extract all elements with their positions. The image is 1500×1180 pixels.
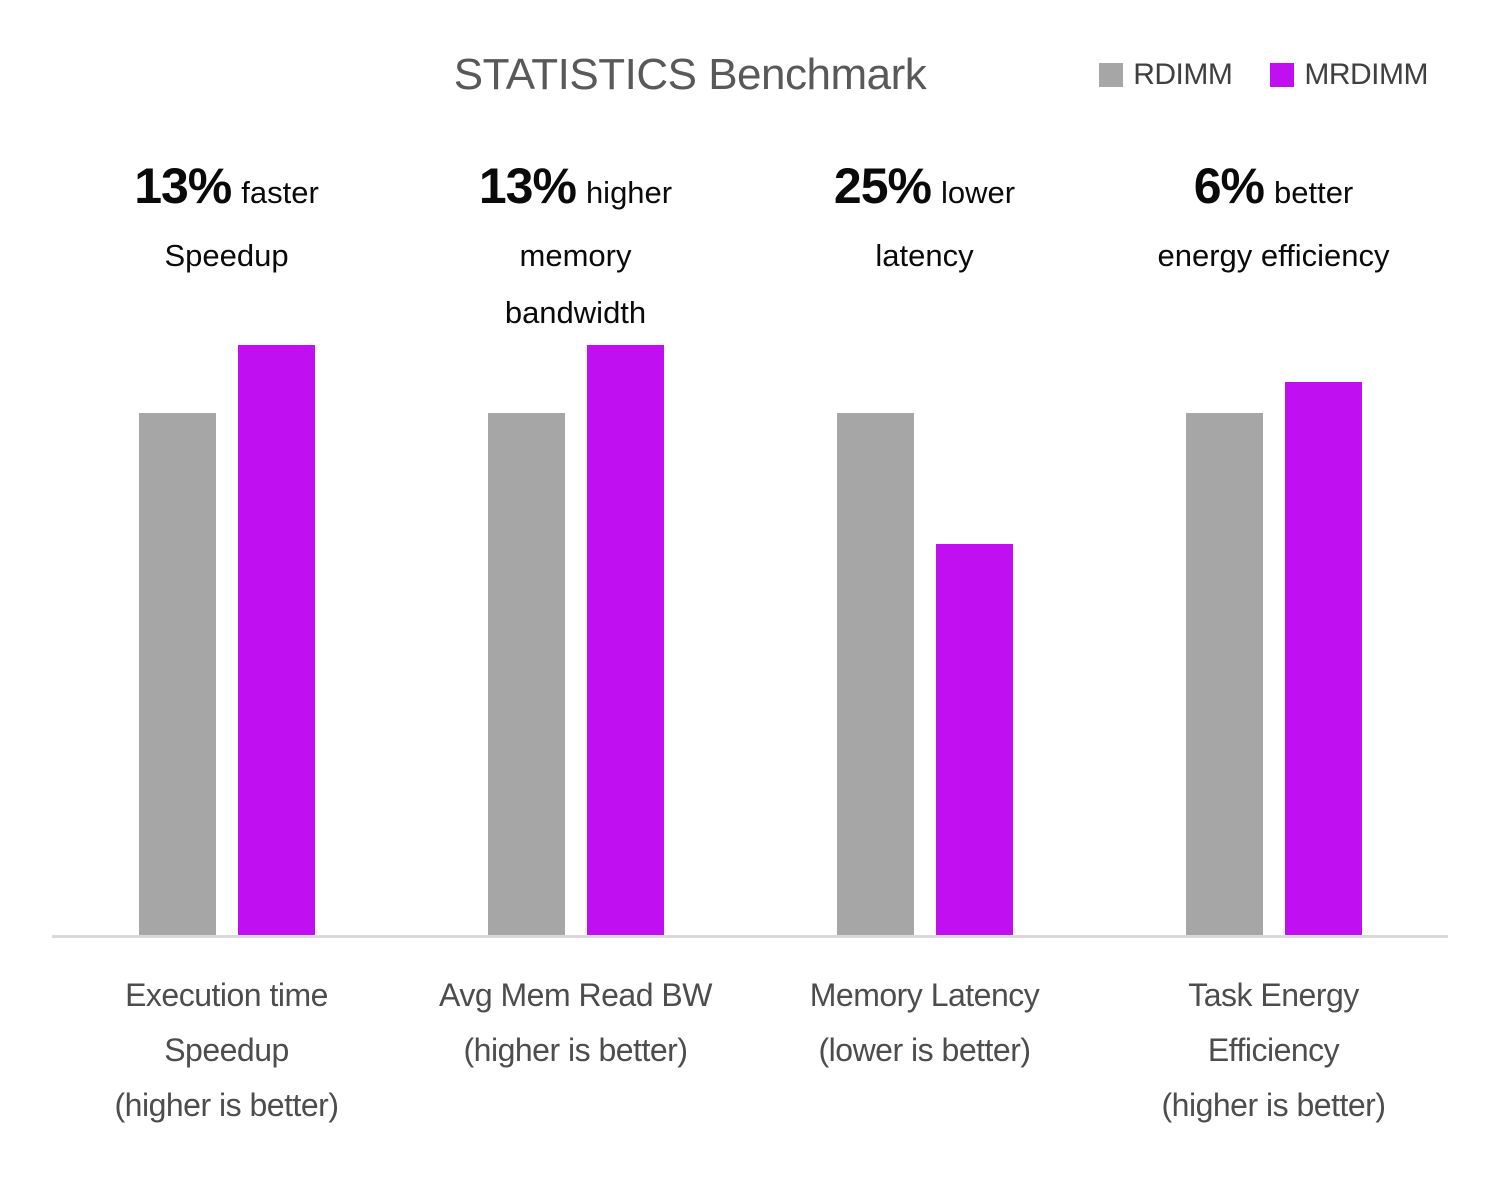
stat-value: 13% [478, 158, 577, 214]
category-line: (higher is better) [1161, 1087, 1386, 1123]
legend: RDIMM MRDIMM [1099, 58, 1428, 92]
annotation-energy: 6% better energy efficiency [1099, 158, 1448, 341]
bar-rdimm-memory-latency [836, 413, 914, 936]
stat-qualifier: lower [940, 175, 1016, 210]
page-title: STATISTICS Benchmark [453, 50, 927, 99]
category-line: Efficiency [1207, 1032, 1340, 1068]
bar-mrdimm-execution-speedup [237, 345, 315, 936]
bar-group-memory-latency [750, 256, 1099, 936]
stat-qualifier: faster [241, 175, 319, 210]
bar-rdimm-energy-efficiency [1185, 413, 1263, 936]
category-line: Memory Latency [809, 977, 1040, 1013]
bar-mrdimm-memory-latency [935, 544, 1013, 936]
stat-qualifier: higher [585, 175, 673, 210]
legend-label-rdimm: RDIMM [1133, 58, 1233, 91]
category-line: Task Energy [1188, 977, 1359, 1013]
category-label-mem-read-bw: Avg Mem Read BW (higher is better) [401, 968, 750, 1133]
annotation-line: bandwidth [504, 295, 647, 330]
bar-rdimm-mem-read-bw [487, 413, 565, 936]
annotation-line: Speedup [164, 238, 289, 273]
rdimm-swatch-icon [1099, 63, 1124, 87]
bar-group-execution-speedup [52, 256, 401, 936]
category-label-execution-speedup: Execution time Speedup (higher is better… [52, 968, 401, 1133]
category-line: Execution time [125, 977, 328, 1013]
legend-item-rdimm: RDIMM [1099, 58, 1233, 92]
bar-group-mem-read-bw [401, 256, 750, 936]
annotation-headline: 13% faster [52, 158, 401, 227]
bar-group-energy-efficiency [1099, 256, 1448, 936]
annotation-latency: 25% lower latency [750, 158, 1099, 341]
plot-area [52, 256, 1448, 936]
legend-label-mrdimm: MRDIMM [1304, 58, 1428, 91]
category-line: Avg Mem Read BW [439, 977, 712, 1013]
stat-qualifier: better [1273, 175, 1354, 210]
bar-mrdimm-mem-read-bw [586, 345, 664, 936]
bar-rdimm-execution-speedup [138, 413, 216, 936]
category-line: (higher is better) [114, 1087, 339, 1123]
x-axis-line [52, 935, 1448, 938]
category-line: Speedup [164, 1032, 289, 1068]
stat-value: 13% [134, 158, 232, 214]
annotation-headline: 25% lower [750, 158, 1099, 227]
annotation-speedup: 13% faster Speedup [52, 158, 401, 341]
annotations-row: 13% faster Speedup 13% higher memory bandw… [52, 158, 1448, 341]
annotation-headline: 13% higher [401, 158, 750, 227]
category-line: (higher is better) [463, 1032, 688, 1068]
annotation-headline: 6% better [1099, 158, 1448, 227]
annotation-line: memory [519, 238, 632, 273]
category-label-memory-latency: Memory Latency (lower is better) [750, 968, 1099, 1133]
category-line: (lower is better) [818, 1032, 1032, 1068]
annotation-line: latency [875, 238, 974, 273]
annotation-line: energy efficiency [1157, 238, 1390, 273]
annotation-bandwidth: 13% higher memory bandwidth [401, 158, 750, 341]
mrdimm-swatch-icon [1270, 63, 1295, 87]
bar-mrdimm-energy-efficiency [1284, 382, 1362, 936]
stat-value: 25% [833, 158, 932, 214]
category-label-energy-efficiency: Task Energy Efficiency (higher is better… [1099, 968, 1448, 1133]
stat-value: 6% [1193, 158, 1265, 214]
category-labels-row: Execution time Speedup (higher is better… [52, 968, 1448, 1133]
legend-item-mrdimm: MRDIMM [1270, 58, 1428, 92]
